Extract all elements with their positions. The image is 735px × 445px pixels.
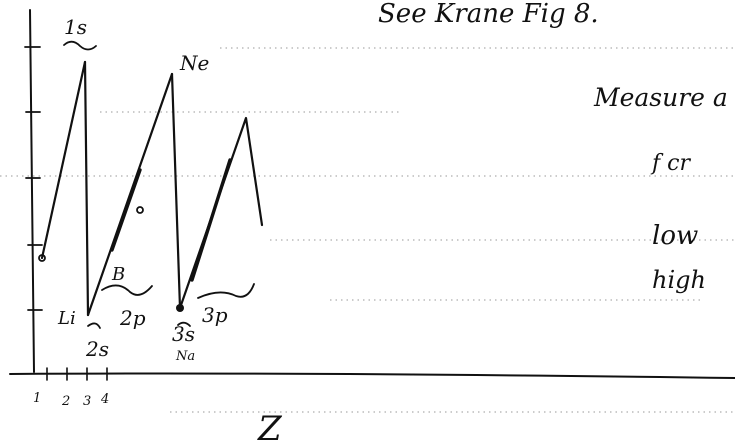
high-note: high — [652, 266, 706, 294]
thick-segment — [190, 158, 232, 282]
curve-drop-na — [170, 72, 182, 310]
y-axis — [29, 9, 35, 373]
x-tick-label: 3 — [83, 394, 91, 409]
label-1s: 1s — [64, 15, 87, 39]
x-axis — [9, 372, 735, 379]
curve-drop-li — [83, 60, 90, 317]
label-ne: Ne — [179, 51, 209, 75]
label-3s: 3s — [172, 322, 195, 346]
thick-segment — [110, 168, 142, 252]
curve-rise-1s — [40, 60, 87, 260]
guide-lines — [0, 47, 735, 413]
label-na: Na — [175, 349, 195, 364]
label-2s: 2s — [85, 337, 109, 361]
fraction-note: f cr — [650, 151, 691, 176]
ionization-curve — [38, 60, 264, 317]
label-3p: 3p — [202, 303, 228, 327]
header-note: See Krane Fig 8. — [378, 0, 599, 29]
x-axis-label: Z — [257, 409, 283, 445]
x-tick-label: 4 — [100, 392, 109, 407]
label-b: B — [111, 264, 125, 285]
shell-brackets — [63, 40, 255, 329]
data-point — [176, 304, 184, 312]
label-2p: 2p — [119, 306, 146, 330]
low-note: low — [652, 221, 698, 251]
x-tick-label: 2 — [61, 394, 70, 409]
label-li: Li — [57, 308, 76, 329]
data-point — [136, 206, 144, 214]
measure-note: Measure a — [593, 83, 728, 112]
data-point — [38, 254, 46, 262]
graph-axes — [9, 9, 735, 381]
x-tick-label: 1 — [33, 391, 41, 406]
